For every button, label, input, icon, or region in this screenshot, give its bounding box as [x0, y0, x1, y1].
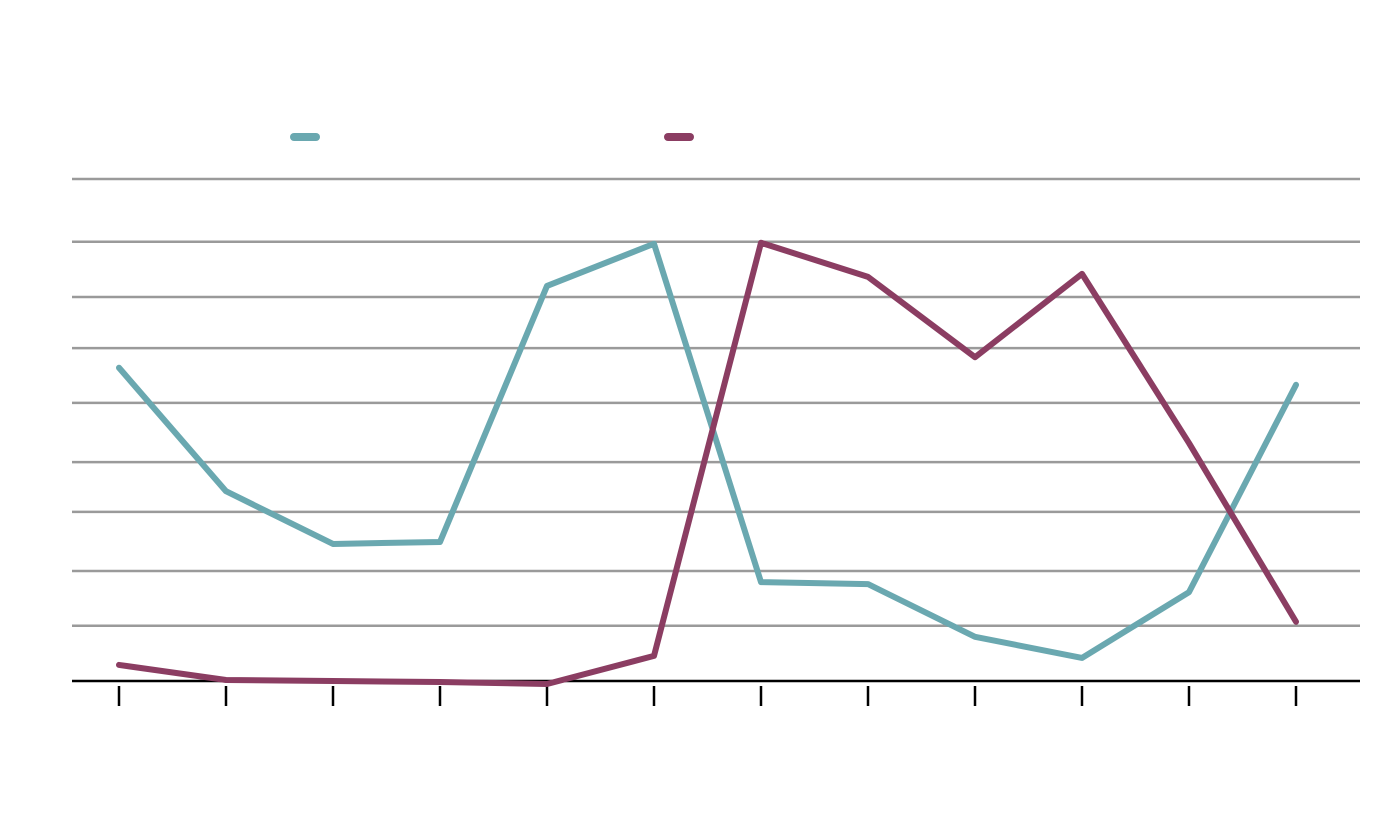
series-line — [116, 239, 1299, 688]
series-line — [116, 240, 1299, 661]
